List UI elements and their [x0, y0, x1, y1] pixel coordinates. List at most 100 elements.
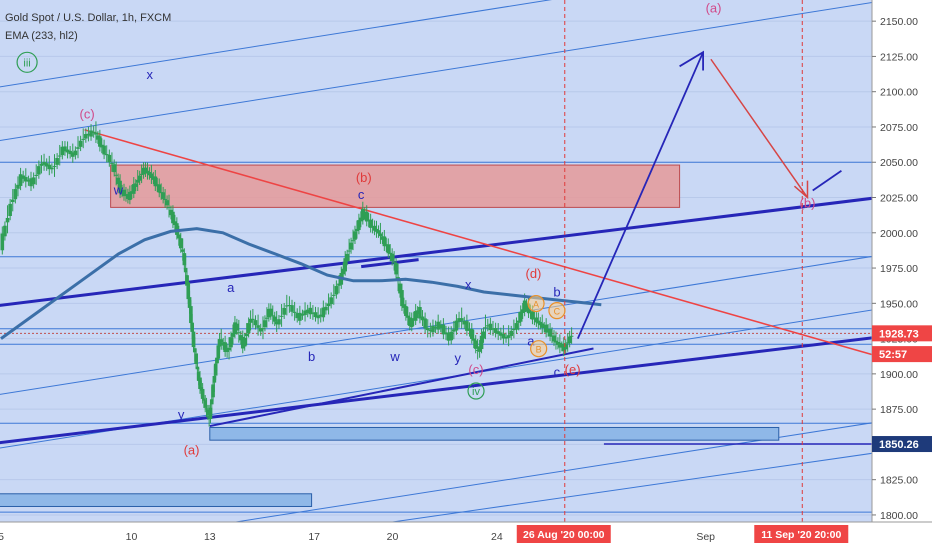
candle-body [112, 164, 117, 173]
candle-body [191, 331, 196, 348]
channel-line [0, 255, 872, 395]
time-tick-label: 10 [126, 531, 138, 543]
candle-body [212, 375, 217, 383]
candle-body [155, 184, 160, 187]
candle-body [298, 312, 302, 321]
candle-body [196, 372, 201, 381]
candle-body [130, 191, 134, 194]
candle-body [128, 191, 132, 201]
candle-body [452, 329, 456, 332]
candle-body [133, 183, 138, 187]
candle-body [428, 329, 433, 332]
price-tag-box [872, 436, 932, 453]
candle-body [544, 324, 548, 333]
candle-body [185, 275, 189, 286]
candle-body [329, 297, 333, 305]
candle-body [44, 163, 49, 167]
candle-body [265, 317, 269, 319]
candle-body [528, 311, 533, 314]
candle-body [161, 192, 165, 199]
projection-up-line [576, 51, 704, 339]
candle-body [520, 309, 525, 314]
candle-body [135, 180, 140, 183]
price-tick-label: 2150.00 [880, 16, 918, 28]
candle-body [526, 303, 531, 314]
candle-body [63, 146, 67, 152]
candle-body [173, 221, 177, 226]
candle-body [459, 318, 464, 321]
candle-body [237, 332, 241, 334]
candle-body [530, 311, 535, 320]
candle-body [431, 325, 435, 333]
candle-body [392, 261, 396, 263]
candle-body [516, 320, 521, 323]
candle-body [425, 327, 430, 331]
candle-body [473, 340, 478, 349]
candle-body [258, 328, 263, 332]
candle-body [406, 315, 410, 318]
candle-body [256, 325, 260, 328]
candle-body [208, 407, 213, 420]
candle-body [94, 132, 98, 135]
price-tick-label: 1875.00 [880, 404, 918, 416]
candle-body [552, 335, 556, 342]
candle-body [504, 336, 508, 339]
candle-body [436, 321, 440, 330]
candle-body [98, 136, 102, 147]
candle-body [284, 305, 289, 307]
chart-title: Gold Spot / U.S. Dollar, 1h, FXCM [5, 12, 172, 24]
candle-body [240, 336, 245, 349]
candle-body [204, 408, 209, 410]
candle-body [183, 267, 188, 273]
candle-body [394, 262, 398, 275]
candle-body [116, 177, 120, 185]
candle-body [23, 177, 28, 182]
candle-body [538, 321, 543, 326]
candle-body [355, 228, 359, 232]
candle-body [163, 198, 167, 201]
candle-body [287, 305, 292, 307]
candle-body [300, 313, 305, 316]
projection-down-line [710, 58, 809, 198]
candle-body [542, 326, 547, 329]
candle-body [272, 316, 277, 322]
candle-body [550, 335, 554, 337]
candle-body [347, 250, 351, 252]
candle-body [81, 138, 86, 140]
wave-label: c [554, 365, 561, 380]
candle-body [242, 337, 247, 347]
candle-body [277, 319, 281, 325]
price-tag-box [872, 346, 932, 363]
candle-body [223, 342, 227, 352]
candle-body [326, 303, 331, 307]
candle-body [263, 320, 267, 328]
price-tick-label: 1975.00 [880, 263, 918, 275]
candle-body [195, 366, 200, 370]
candle-body [303, 310, 307, 315]
candle-body [209, 399, 214, 405]
support-zone [209, 426, 780, 441]
candle-body [151, 176, 156, 180]
candle-body [449, 331, 454, 341]
candle-body [47, 164, 52, 170]
candle-body [96, 135, 100, 140]
wave-label: iii [23, 57, 30, 69]
candle-body [483, 327, 488, 329]
candle-body [366, 219, 371, 222]
candle-body [76, 147, 80, 149]
price-tag-box [872, 325, 932, 342]
candle-body [402, 304, 406, 308]
candle-body [512, 329, 516, 331]
projection-up-arrowhead [679, 50, 704, 71]
time-marker-label: 26 Aug '20 00:00 [523, 529, 605, 541]
wave-label: c [358, 187, 365, 202]
candle-body [390, 253, 394, 261]
candle-body [554, 340, 558, 343]
candle-body [199, 387, 204, 391]
candle-body [244, 333, 249, 337]
price-tick-label: 1900.00 [880, 369, 918, 381]
wave-label: a [527, 334, 535, 349]
price-axis-background [872, 0, 932, 550]
candle-body [514, 323, 519, 330]
